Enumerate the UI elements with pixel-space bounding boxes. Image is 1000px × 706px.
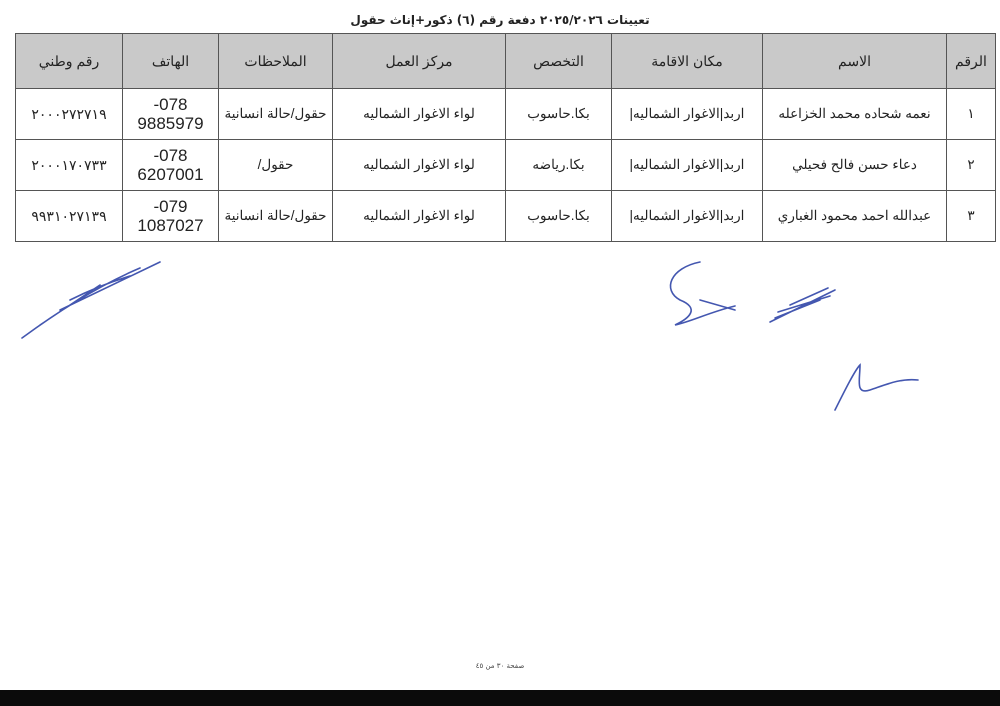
phone-number: 1087027 <box>137 216 204 235</box>
signature-right <box>769 287 836 323</box>
phone-number: 9885979 <box>137 114 204 133</box>
cell-notes: حقول/ <box>218 139 333 191</box>
cell-name: عبدالله احمد محمود الغباري <box>762 190 947 242</box>
cell-number: ١ <box>946 88 996 140</box>
cell-number: ٣ <box>946 190 996 242</box>
cell-major: بكا.حاسوب <box>505 88 612 140</box>
signature-left <box>21 261 161 339</box>
table-row: ٣ عبدالله احمد محمود الغباري اربد|الاغوا… <box>15 190 996 242</box>
table-row: ٢ دعاء حسن فالح فحيلي اربد|الاغوار الشما… <box>15 139 996 191</box>
table-header-row: الرقم الاسم مكان الاقامة التخصص مركز الع… <box>15 33 996 89</box>
cell-national-id: ٩٩٣١٠٢٧١٣٩ <box>15 190 123 242</box>
table-row: ١ نعمه شحاده محمد الخزاعله اربد|الاغوار … <box>15 88 996 140</box>
page-number: صفحة ٣٠ من ٤٥ <box>475 662 525 670</box>
phone-prefix: 078- <box>153 95 188 114</box>
cell-name: نعمه شحاده محمد الخزاعله <box>762 88 947 140</box>
document-title: تعيينات ٢٠٢٥/٢٠٢٦ دفعة رقم (٦) ذكور+إناث… <box>350 13 650 27</box>
cell-residence: اربد|الاغوار الشماليه| <box>611 139 763 191</box>
header-number: الرقم <box>946 33 996 89</box>
appointments-table: الرقم الاسم مكان الاقامة التخصص مركز الع… <box>15 33 996 242</box>
cell-work-center: لواء الاغوار الشماليه <box>332 190 506 242</box>
cell-major: بكا.رياضه <box>505 139 612 191</box>
cell-work-center: لواء الاغوار الشماليه <box>332 139 506 191</box>
signature-middle <box>669 261 736 326</box>
cell-major: بكا.حاسوب <box>505 190 612 242</box>
cell-work-center: لواء الاغوار الشماليه <box>332 88 506 140</box>
header-notes: الملاحظات <box>218 33 333 89</box>
phone-prefix: 078- <box>153 146 188 165</box>
cell-number: ٢ <box>946 139 996 191</box>
phone-number: 6207001 <box>137 165 204 184</box>
cell-national-id: ٢٠٠٠١٧٠٧٣٣ <box>15 139 123 191</box>
cell-residence: اربد|الاغوار الشماليه| <box>611 88 763 140</box>
cell-notes: حقول/حالة انسانية <box>218 190 333 242</box>
signature-bottom <box>834 363 919 411</box>
header-national-id: رقم وطني <box>15 33 123 89</box>
header-name: الاسم <box>762 33 947 89</box>
cell-residence: اربد|الاغوار الشماليه| <box>611 190 763 242</box>
cell-phone: 079- 1087027 <box>122 190 219 242</box>
header-phone: الهاتف <box>122 33 219 89</box>
cell-phone: 078- 9885979 <box>122 88 219 140</box>
scan-border <box>0 690 1000 706</box>
phone-prefix: 079- <box>153 197 188 216</box>
cell-name: دعاء حسن فالح فحيلي <box>762 139 947 191</box>
